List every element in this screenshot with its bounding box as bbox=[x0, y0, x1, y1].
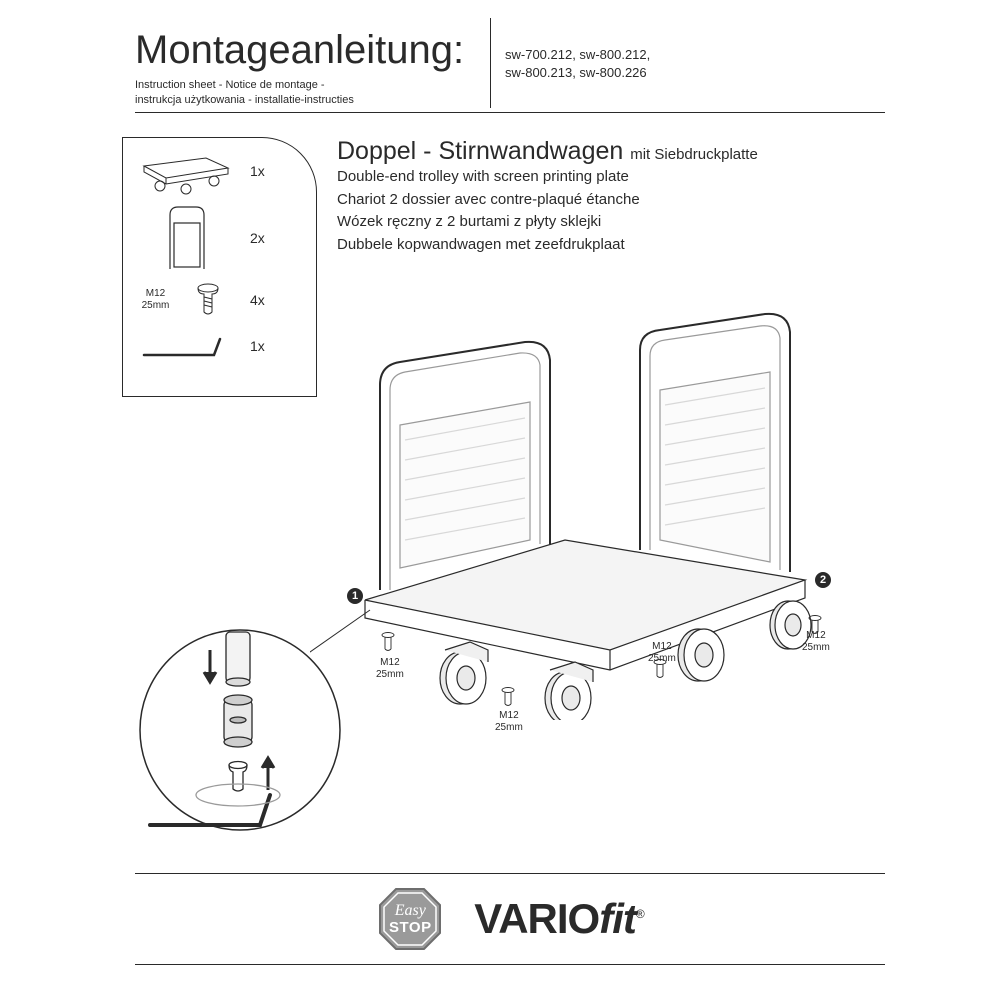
model-codes: sw-700.212, sw-800.212, sw-800.213, sw-8… bbox=[505, 46, 650, 82]
part-row-endpanel: 2x bbox=[133, 202, 306, 274]
desc-nl: Dubbele kopwandwagen met zeefdrukplaat bbox=[337, 234, 885, 257]
bolt-label-3: M1225mm bbox=[648, 641, 676, 665]
bolt-spec: M12 25mm bbox=[133, 288, 178, 312]
part-row-platform: 1x bbox=[133, 146, 306, 196]
bolt-icon bbox=[178, 282, 238, 318]
desc-en: Double-end trolley with screen printing … bbox=[337, 166, 885, 189]
wrench-icon bbox=[133, 326, 238, 366]
bolt-label-2: M1225mm bbox=[495, 710, 523, 734]
callout-1: 1 bbox=[347, 588, 363, 604]
header-underline bbox=[135, 112, 885, 113]
page-title: Montageanleitung: bbox=[135, 28, 464, 73]
part-row-bolt: M12 25mm 4x bbox=[133, 280, 306, 320]
desc-pl: Wózek ręczny z 2 burtami z płyty sklejki bbox=[337, 211, 885, 234]
variofit-logo: VARIOfit® bbox=[474, 895, 643, 943]
wrench-qty: 1x bbox=[250, 338, 265, 354]
easystop-logo: Easy STOP bbox=[376, 885, 444, 953]
platform-qty: 1x bbox=[250, 163, 265, 179]
endpanel-qty: 2x bbox=[250, 230, 265, 246]
callout-2: 2 bbox=[815, 572, 831, 588]
page-subtitle: Instruction sheet - Notice de montage - … bbox=[135, 78, 354, 109]
bolt-qty: 4x bbox=[250, 292, 265, 308]
product-title: Doppel - Stirnwandwagen mit Siebdruckpla… bbox=[337, 137, 885, 166]
platform-icon bbox=[133, 146, 238, 196]
assembly-diagram bbox=[310, 290, 850, 720]
product-description: Doppel - Stirnwandwagen mit Siebdruckpla… bbox=[337, 137, 885, 256]
header-vertical-divider bbox=[490, 18, 491, 108]
bolt-label-4: M1225mm bbox=[802, 630, 830, 654]
parts-list: 1x 2x M12 25mm bbox=[122, 137, 317, 397]
endpanel-icon bbox=[133, 202, 238, 274]
part-row-wrench: 1x bbox=[133, 326, 306, 366]
footer: Easy STOP VARIOfit® bbox=[135, 873, 885, 965]
desc-fr: Chariot 2 dossier avec contre-plaqué éta… bbox=[337, 189, 885, 212]
bolt-label-1: M1225mm bbox=[376, 657, 404, 681]
header: Montageanleitung: Instruction sheet - No… bbox=[135, 28, 885, 113]
detail-inset bbox=[130, 620, 350, 840]
